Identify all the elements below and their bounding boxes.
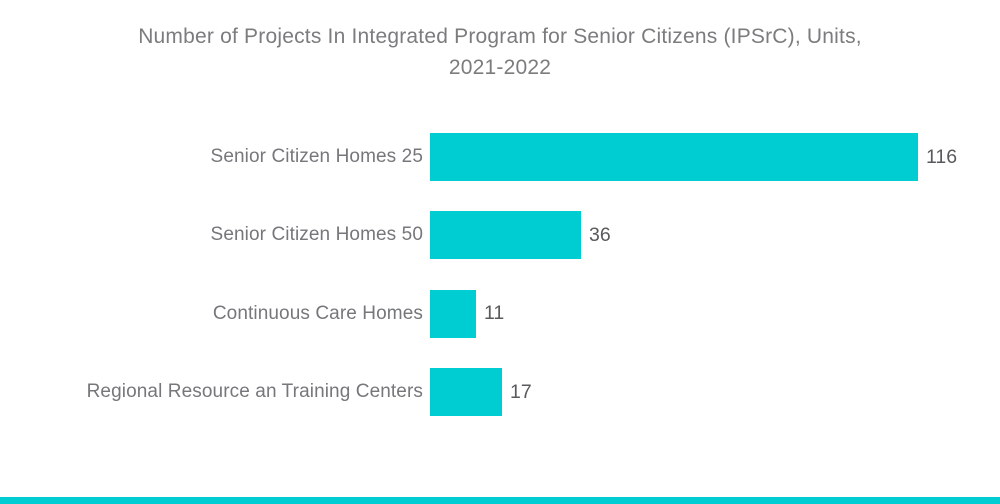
- bar-row: Continuous Care Homes 11: [0, 289, 1000, 338]
- bar-row: Senior Citizen Homes 50 36: [0, 211, 1000, 260]
- chart-title-line1: Number of Projects In Integrated Program…: [138, 25, 862, 48]
- category-label: Senior Citizen Homes 25: [210, 146, 423, 167]
- value-label: 17: [510, 380, 532, 403]
- bar: [430, 368, 502, 417]
- bar: [430, 133, 918, 181]
- category-label: Regional Resource an Training Centers: [86, 381, 423, 403]
- bar: [430, 211, 581, 260]
- category-label: Senior Citizen Homes 50: [210, 224, 423, 246]
- footer-brand-strip: [0, 497, 1000, 504]
- bar: [430, 289, 476, 338]
- chart-title-line2: 2021-2022: [448, 56, 552, 79]
- value-label: 116: [926, 145, 958, 168]
- value-label: 11: [484, 302, 505, 325]
- bar-row: Senior Citizen Homes 25 116: [0, 133, 1000, 181]
- category-label: Continuous Care Homes: [212, 302, 423, 324]
- chart-title: Number of Projects In Integrated Program…: [0, 21, 1000, 83]
- bars-area: Senior Citizen Homes 25 116 Senior Citizen…: [0, 133, 1000, 447]
- bar-row: Regional Resource an Training Centers 17: [0, 368, 1000, 417]
- value-label: 36: [589, 223, 611, 246]
